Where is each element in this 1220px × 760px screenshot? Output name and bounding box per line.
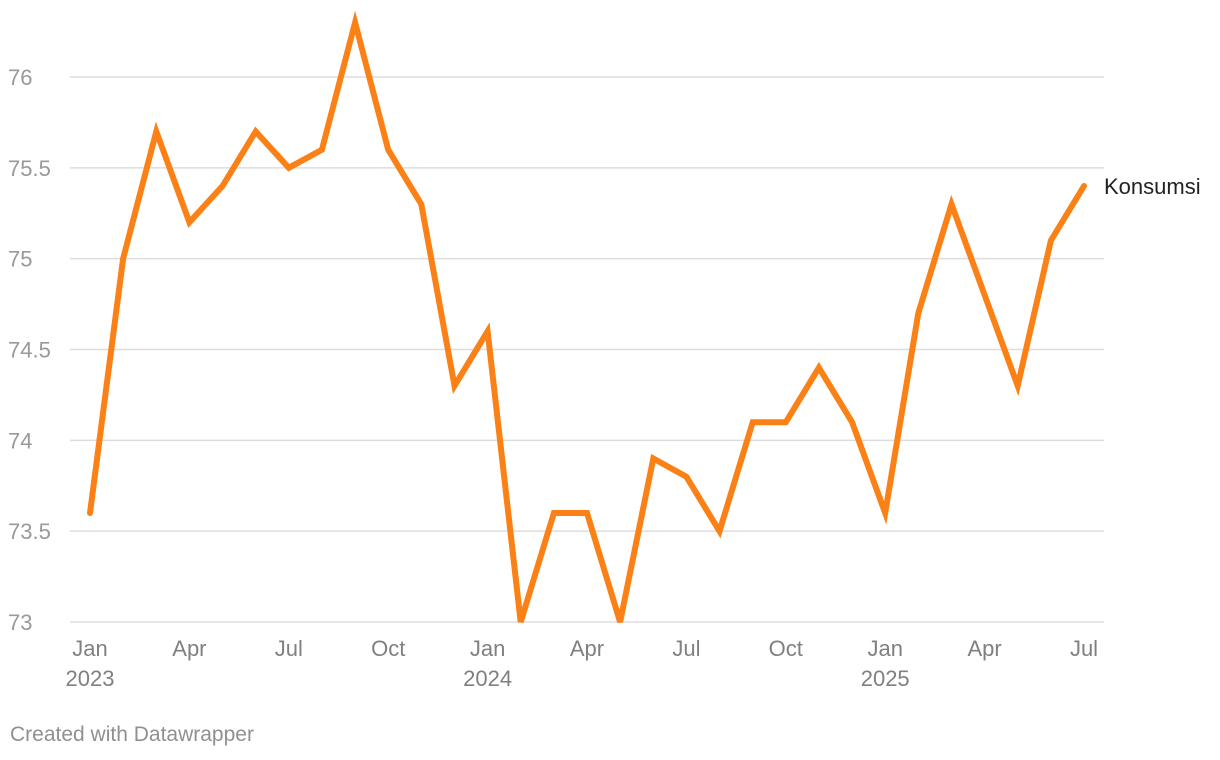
grid-lines xyxy=(70,76,1104,623)
x-tick-label: Jan xyxy=(72,636,107,661)
y-tick-label: 73 xyxy=(8,610,32,635)
x-tick-label: Jul xyxy=(672,636,700,661)
y-tick-label: 74 xyxy=(8,428,32,453)
x-tick-label: Apr xyxy=(172,636,206,661)
x-axis: Jan 2023 Apr Jul Oct Jan 2024 Apr Jul Oct Jan 2025 A… xyxy=(66,636,1099,691)
credit-text: Created with Datawrapper xyxy=(10,723,254,746)
y-tick-label: 74.5 xyxy=(8,338,51,363)
y-tick-label: 75.5 xyxy=(8,156,51,181)
x-tick-label: Apr xyxy=(967,636,1001,661)
series-line-0 xyxy=(87,10,1087,623)
x-tick-label: Oct xyxy=(371,636,405,661)
x-tick-label: Jan xyxy=(867,636,902,661)
x-tick-label: Jan xyxy=(470,636,505,661)
x-tick-label: Jul xyxy=(1070,636,1098,661)
x-tick-label: Apr xyxy=(570,636,604,661)
y-tick-label: 76 xyxy=(8,65,32,90)
x-tick-year-label: 2023 xyxy=(66,666,115,691)
x-tick-year-label: 2024 xyxy=(463,666,512,691)
series-layer: Konsumsi xyxy=(87,10,1201,623)
x-tick-label: Jul xyxy=(275,636,303,661)
y-tick-label: 75 xyxy=(8,247,32,272)
series-label: Konsumsi xyxy=(1104,174,1201,199)
y-tick-label: 73.5 xyxy=(8,519,51,544)
x-tick-label: Oct xyxy=(769,636,803,661)
x-tick-year-label: 2025 xyxy=(861,666,910,691)
y-axis: 73 73.5 74 74.5 75 75.5 76 xyxy=(8,65,51,635)
